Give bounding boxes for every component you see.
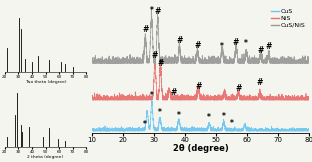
Text: #: # bbox=[157, 58, 164, 68]
Text: *: * bbox=[158, 108, 162, 117]
Text: #: # bbox=[142, 25, 149, 34]
Text: #: # bbox=[266, 42, 272, 51]
Text: *: * bbox=[220, 42, 224, 51]
Text: #: # bbox=[152, 51, 158, 60]
Legend: CuS, NiS, CuS/NiS: CuS, NiS, CuS/NiS bbox=[271, 8, 306, 29]
Text: #: # bbox=[258, 46, 264, 55]
Text: *: * bbox=[158, 58, 163, 68]
Text: *: * bbox=[244, 39, 248, 48]
Text: #: # bbox=[195, 82, 202, 91]
Text: #: # bbox=[233, 38, 239, 47]
Text: *: * bbox=[150, 91, 154, 100]
Text: #: # bbox=[171, 87, 177, 97]
Text: #: # bbox=[257, 78, 263, 87]
X-axis label: Two theta (degree): Two theta (degree) bbox=[25, 80, 66, 84]
X-axis label: 2θ (degree): 2θ (degree) bbox=[173, 144, 228, 153]
Text: #: # bbox=[176, 36, 183, 45]
Text: *: * bbox=[177, 111, 181, 120]
Text: *: * bbox=[230, 119, 233, 128]
Text: #: # bbox=[194, 41, 201, 50]
Text: *: * bbox=[207, 113, 211, 122]
Text: #: # bbox=[235, 84, 241, 93]
Text: *: * bbox=[222, 111, 226, 121]
Text: #: # bbox=[154, 7, 161, 16]
Text: *: * bbox=[143, 120, 147, 129]
X-axis label: 2 theta (degree): 2 theta (degree) bbox=[27, 155, 64, 159]
Text: *: * bbox=[149, 6, 154, 15]
